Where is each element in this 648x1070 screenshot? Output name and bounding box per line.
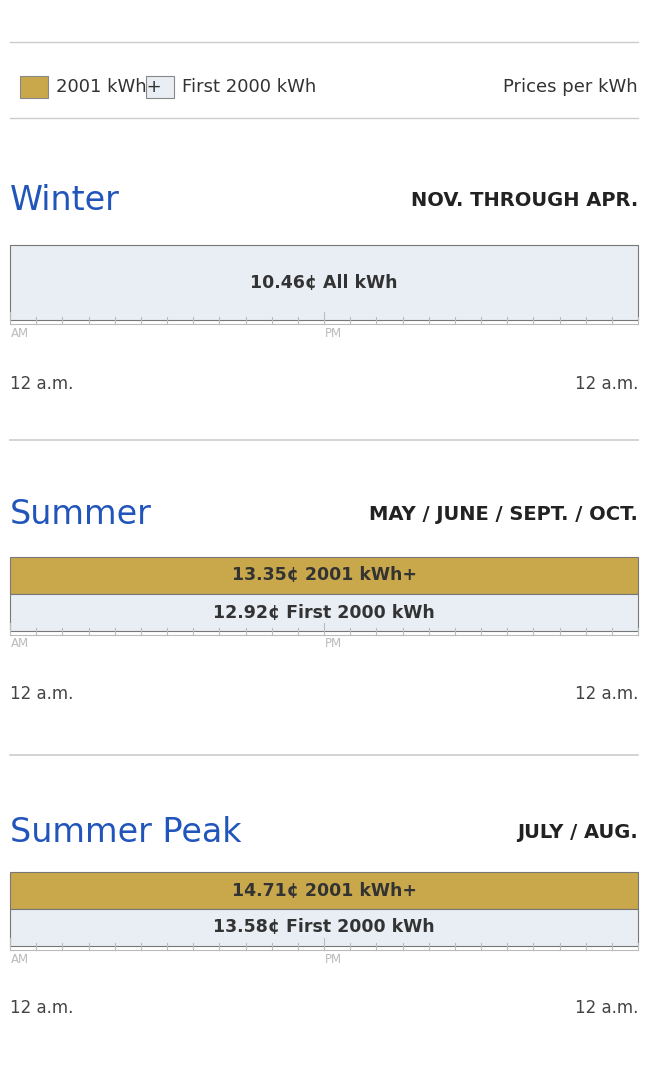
Text: PM: PM [325,953,342,966]
Text: 12 a.m.: 12 a.m. [10,999,73,1016]
Text: AM: AM [11,327,29,340]
Text: 13.35¢ 2001 kWh+: 13.35¢ 2001 kWh+ [231,566,417,584]
Bar [10,594,638,631]
Text: 14.71¢ 2001 kWh+: 14.71¢ 2001 kWh+ [231,882,417,900]
Text: MAY / JUNE / SEPT. / OCT.: MAY / JUNE / SEPT. / OCT. [369,505,638,524]
Bar [10,910,638,946]
Text: Summer Peak: Summer Peak [10,815,242,849]
Text: NOV. THROUGH APR.: NOV. THROUGH APR. [411,190,638,210]
Text: Winter: Winter [10,183,120,216]
Text: 12 a.m.: 12 a.m. [10,374,73,393]
Bar [146,76,174,98]
Text: 12 a.m.: 12 a.m. [575,685,638,703]
Text: 10.46¢ All kWh: 10.46¢ All kWh [250,274,398,291]
Text: 12 a.m.: 12 a.m. [575,374,638,393]
Bar [10,557,638,594]
Text: PM: PM [325,637,342,649]
Text: PM: PM [325,327,342,340]
Bar [10,872,638,910]
Text: Prices per kWh: Prices per kWh [503,78,638,96]
Text: 12 a.m.: 12 a.m. [10,685,73,703]
Text: 13.58¢ First 2000 kWh: 13.58¢ First 2000 kWh [213,918,435,936]
Text: First 2000 kWh: First 2000 kWh [182,78,316,96]
Text: 12.92¢ First 2000 kWh: 12.92¢ First 2000 kWh [213,603,435,622]
Text: 2001 kWh+: 2001 kWh+ [56,78,161,96]
Text: AM: AM [11,637,29,649]
Text: 12 a.m.: 12 a.m. [575,999,638,1016]
Bar [20,76,48,98]
Text: AM: AM [11,953,29,966]
Bar [10,245,638,320]
Text: JULY / AUG.: JULY / AUG. [517,823,638,841]
Text: Summer: Summer [10,499,152,532]
